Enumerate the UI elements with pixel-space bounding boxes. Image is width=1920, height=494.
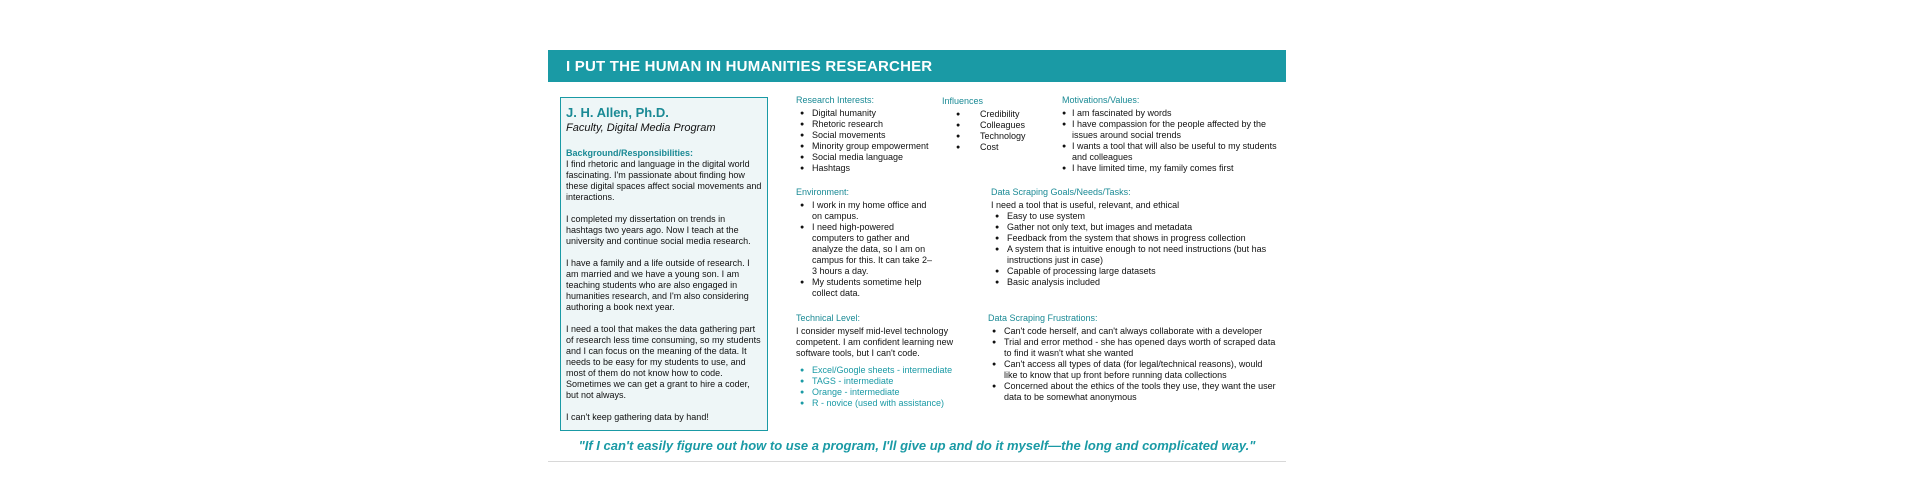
bio-paragraph: I need a tool that makes the data gather…	[566, 324, 761, 400]
list-item: Easy to use system	[991, 211, 1281, 222]
list-item: Basic analysis included	[991, 277, 1281, 288]
list-item: Concerned about the ethics of the tools …	[988, 381, 1278, 403]
list-item: A system that is intuitive enough to not…	[991, 244, 1281, 266]
technical-intro: I consider myself mid-level technology c…	[796, 326, 954, 358]
motivations-values: Motivations/Values: I am fascinated by w…	[1062, 95, 1282, 174]
research-interests: Research Interests: Digital humanity Rhe…	[796, 95, 936, 174]
list-item: I have compassion for the people affecte…	[1062, 119, 1282, 141]
list-item: I wants a tool that will also be useful …	[1062, 141, 1282, 163]
environment: Environment: I work in my home office an…	[796, 187, 936, 299]
list-item: Digital humanity	[796, 108, 936, 119]
list-item: Gather not only text, but images and met…	[991, 222, 1281, 233]
list-item: Can't access all types of data (for lega…	[988, 359, 1278, 381]
list-item: TAGS - intermediate	[796, 376, 966, 387]
list-item: Trial and error method - she has opened …	[988, 337, 1278, 359]
bio-paragraph: I have a family and a life outside of re…	[566, 258, 750, 312]
list-item: Hashtags	[796, 163, 936, 174]
bio-paragraph: I find rhetoric and language in the digi…	[566, 159, 762, 202]
list-item: Technology	[942, 131, 1042, 142]
background-heading: Background/Responsibilities:	[566, 148, 694, 158]
motivations-heading: Motivations/Values:	[1062, 95, 1140, 105]
data-scraping-goals: Data Scraping Goals/Needs/Tasks: I need …	[991, 187, 1281, 288]
persona-page: I PUT THE HUMAN IN HUMANITIES RESEARCHER…	[548, 50, 1286, 462]
page-title: I PUT THE HUMAN IN HUMANITIES RESEARCHER	[566, 58, 933, 75]
list-item: Orange - intermediate	[796, 387, 966, 398]
data-scraping-frustrations: Data Scraping Frustrations: Can't code h…	[988, 313, 1278, 403]
environment-heading: Environment:	[796, 187, 850, 197]
list-item: Can't code herself, and can't always col…	[988, 326, 1278, 337]
frustrations-heading: Data Scraping Frustrations:	[988, 313, 1098, 323]
list-item: I need high-powered computers to gather …	[796, 222, 936, 277]
bio-paragraph: I can't keep gathering data by hand!	[566, 412, 709, 422]
persona-role: Faculty, Digital Media Program	[566, 122, 716, 134]
list-item: Social movements	[796, 130, 936, 141]
list-item: I have limited time, my family comes fir…	[1062, 163, 1282, 174]
list-item: Social media language	[796, 152, 936, 163]
list-item: Cost	[942, 142, 1042, 153]
technical-level: Technical Level: I consider myself mid-l…	[796, 313, 966, 409]
footer-divider	[548, 461, 1286, 462]
goals-intro: I need a tool that is useful, relevant, …	[991, 200, 1180, 210]
influences: Influences Credibility Colleagues Techno…	[942, 96, 1042, 153]
list-item: R - novice (used with assistance)	[796, 398, 966, 409]
list-item: Feedback from the system that shows in p…	[991, 233, 1281, 244]
list-item: I work in my home office and on campus.	[796, 200, 936, 222]
list-item: Minority group empowerment	[796, 141, 936, 152]
list-item: Capable of processing large datasets	[991, 266, 1281, 277]
list-item: I am fascinated by words	[1062, 108, 1282, 119]
header-banner: I PUT THE HUMAN IN HUMANITIES RESEARCHER	[548, 50, 1286, 82]
list-item: Credibility	[942, 109, 1042, 120]
list-item: Rhetoric research	[796, 119, 936, 130]
influences-heading: Influences	[942, 96, 984, 106]
research-heading: Research Interests:	[796, 95, 875, 105]
technical-heading: Technical Level:	[796, 313, 861, 323]
list-item: Excel/Google sheets - intermediate	[796, 365, 966, 376]
list-item: My students sometime help collect data.	[796, 277, 936, 299]
persona-name: J. H. Allen, Ph.D.	[566, 105, 669, 120]
bio-panel: J. H. Allen, Ph.D. Faculty, Digital Medi…	[560, 97, 768, 431]
persona-quote: "If I can't easily figure out how to use…	[578, 438, 1256, 453]
bio-paragraph: I completed my dissertation on trends in…	[566, 214, 751, 246]
list-item: Colleagues	[942, 120, 1042, 131]
goals-heading: Data Scraping Goals/Needs/Tasks:	[991, 187, 1131, 197]
